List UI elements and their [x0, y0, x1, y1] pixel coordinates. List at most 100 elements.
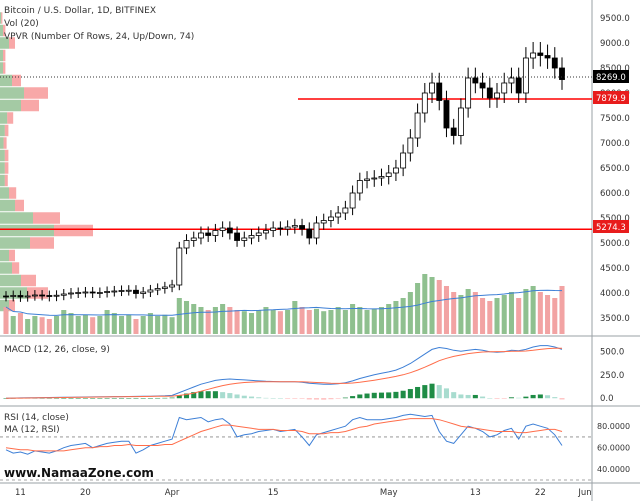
- rsi-tick-label: 80.0000: [597, 422, 630, 431]
- volume-bar: [494, 298, 500, 334]
- candle-body: [270, 227, 277, 231]
- volume-bar: [147, 313, 153, 334]
- lower-level-tag: [593, 220, 629, 233]
- candle-body: [169, 284, 176, 288]
- candle-body: [140, 291, 147, 294]
- macd-histogram-bar: [292, 398, 298, 399]
- macd-histogram-bar: [176, 395, 182, 399]
- macd-histogram-bar: [299, 398, 305, 399]
- candle-body: [371, 177, 378, 180]
- macd-histogram-bar: [205, 391, 211, 399]
- volume-bar: [82, 314, 88, 334]
- time-tick-label: May: [380, 488, 398, 498]
- macd-histogram-bar: [277, 398, 283, 399]
- macd-histogram-bar: [212, 391, 218, 399]
- macd-histogram-bar: [306, 398, 312, 400]
- volume-bar: [39, 317, 45, 334]
- macd-histogram-bar: [183, 393, 190, 399]
- macd-histogram-bar: [364, 393, 370, 399]
- volume-bar: [415, 283, 421, 334]
- time-tick-label: 20: [80, 488, 91, 498]
- vpvr-up-row: [0, 87, 24, 99]
- vpvr-down-row: [4, 124, 9, 137]
- chart-title: Bitcoin / U.S. Dollar, 1D, BITFINEX: [4, 6, 156, 16]
- candle-body: [226, 227, 233, 234]
- volume-bar: [350, 304, 356, 334]
- rsi-tick-label: 60.0000: [597, 444, 630, 453]
- volume-bar: [357, 307, 363, 334]
- macd-histogram-bar: [415, 386, 421, 399]
- macd-histogram-bar: [46, 398, 52, 399]
- candle-body: [378, 176, 385, 179]
- upper-level-tag: [593, 91, 629, 104]
- volume-bar: [119, 316, 125, 334]
- candle-body: [104, 291, 111, 293]
- macd-histogram-bar: [68, 398, 74, 399]
- candle-body: [457, 107, 464, 136]
- candle-body: [96, 292, 103, 294]
- candle-body: [68, 292, 74, 295]
- volume-bar: [472, 292, 478, 334]
- macd-histogram-bar: [552, 397, 558, 399]
- candle-body: [414, 112, 421, 139]
- macd-histogram-bar: [270, 398, 276, 399]
- macd-histogram-bar: [465, 394, 471, 399]
- volume-bar: [256, 310, 262, 334]
- candle-body: [291, 225, 298, 228]
- vpvr-down-row: [3, 62, 6, 74]
- macd-histogram-bar: [248, 396, 255, 399]
- macd-histogram-bar: [3, 398, 9, 399]
- price-tick-label: 6500.0: [600, 164, 630, 174]
- volume-bar: [458, 295, 464, 334]
- vpvr-down-row: [21, 274, 36, 287]
- candle-body: [429, 82, 435, 94]
- vpvr-up-row: [0, 112, 8, 124]
- macd-histogram-bar: [516, 397, 522, 399]
- candle-body: [39, 294, 46, 297]
- candle-body: [501, 82, 508, 94]
- vpvr-up-row: [0, 124, 5, 137]
- macd-histogram-bar: [458, 394, 464, 399]
- rsi-pane: [0, 413, 592, 481]
- vpvr-down-row: [9, 249, 15, 262]
- vpvr-down-row: [33, 212, 60, 224]
- vpvr-up-row: [0, 212, 33, 224]
- time-tick-label: 22: [535, 488, 546, 498]
- volume-bar: [54, 316, 60, 334]
- vpvr-down-row: [9, 187, 17, 199]
- volume-bar: [25, 319, 31, 334]
- price-tick-label: 4500.0: [600, 264, 630, 274]
- volume-bar: [241, 311, 247, 334]
- volume-bar: [111, 313, 117, 334]
- macd-histogram-bar: [357, 394, 363, 399]
- vpvr-down-row: [21, 99, 39, 112]
- candle-body: [248, 235, 255, 239]
- macd-tick-label: 500.0: [600, 347, 624, 357]
- candle-body: [537, 52, 544, 56]
- volume-bar: [321, 311, 327, 334]
- time-tick-label: 11: [15, 488, 26, 498]
- candle-body: [436, 82, 443, 101]
- vpvr-down-row: [27, 287, 48, 299]
- candle-body: [277, 227, 284, 230]
- volume-bar: [277, 311, 283, 334]
- candle-body: [212, 230, 219, 236]
- volume-bar: [155, 316, 161, 334]
- vpvr-up-row: [0, 187, 9, 199]
- vpvr-up-row: [0, 237, 30, 249]
- volume-bar: [378, 307, 385, 334]
- volume-bar: [306, 310, 312, 334]
- candle-body: [255, 232, 262, 236]
- vpvr-up-row: [0, 249, 9, 262]
- candle-body: [328, 216, 334, 221]
- macd-histogram-bar: [82, 398, 88, 399]
- volume-bar: [46, 319, 52, 334]
- volume-bar: [480, 298, 486, 334]
- candle-body: [407, 137, 414, 154]
- vpvr-down-row: [1, 12, 3, 24]
- vpvr-up-row: [0, 149, 5, 162]
- volume-bar: [407, 292, 413, 334]
- candle-body: [60, 293, 67, 296]
